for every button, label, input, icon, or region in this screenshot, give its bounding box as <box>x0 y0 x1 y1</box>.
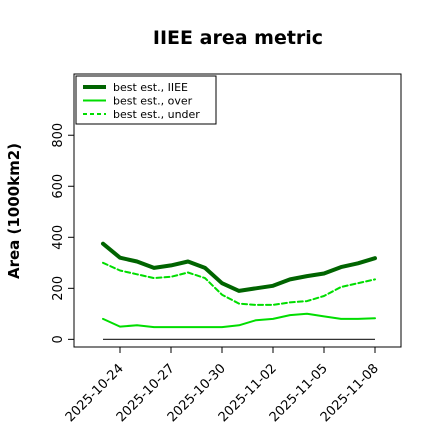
series-layer <box>101 241 377 329</box>
series-line-1 <box>101 241 377 293</box>
legend-label-3: best est., under <box>113 108 200 121</box>
y-axis-label: Area (1000km2) <box>5 143 23 279</box>
legend-label-2: best est., over <box>113 95 193 108</box>
y-tick-label: 400 <box>51 225 66 250</box>
y-tick-label: 600 <box>51 174 66 199</box>
chart-title: IIEE area metric <box>153 27 323 49</box>
y-axis-ticks: 0 200 400 600 800 <box>51 123 74 343</box>
x-axis-ticks: 2025-10-242025-10-272025-10-302025-11-02… <box>63 347 382 425</box>
plot-frame <box>73 73 402 348</box>
series-line-2 <box>102 312 376 329</box>
legend-label-1: best est., IIEE <box>113 81 188 94</box>
y-tick-label: 200 <box>51 276 66 301</box>
y-tick-label: 0 <box>51 335 66 343</box>
series-line-3 <box>102 261 376 306</box>
y-tick-label: 800 <box>51 123 66 148</box>
